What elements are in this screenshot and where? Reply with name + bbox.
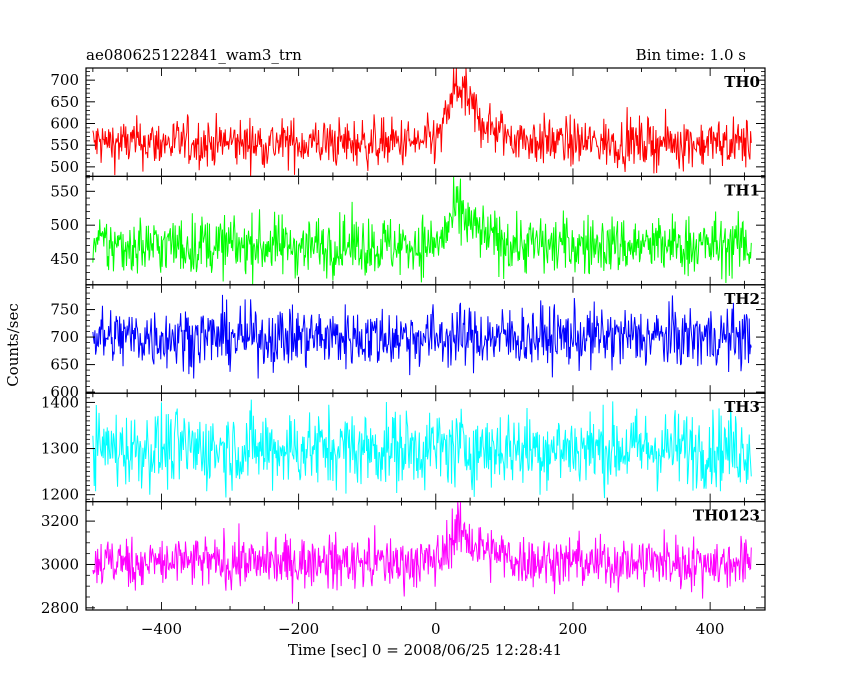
series-line-th3 <box>92 399 752 499</box>
y-tick-label: 750 <box>50 301 79 319</box>
x-tick-label: −200 <box>278 620 319 638</box>
panel-label: TH0 <box>724 73 760 91</box>
panel-frame <box>85 175 766 286</box>
y-tick-label: 700 <box>50 328 79 346</box>
panel-th2: TH2 600 650 700 750 <box>50 284 766 401</box>
x-axis-label: Time [sec] 0 = 2008/06/25 12:28:41 <box>288 641 562 659</box>
y-tick-label: 550 <box>50 182 79 200</box>
series-line-th0123 <box>92 501 752 604</box>
panel-th1: TH1 450 500 550 <box>50 175 766 286</box>
y-tick-label: 600 <box>50 115 79 133</box>
panel-th3: TH3 1200 1300 1400 <box>41 392 766 504</box>
y-tick-label: 650 <box>50 356 79 374</box>
y-tick-label: 1300 <box>41 440 79 458</box>
y-axis-label: Counts/sec <box>4 303 22 387</box>
y-tick-label: 600 <box>50 383 79 401</box>
panels-layer: TH0 500 550 600 650 700 TH1 450 500 550 TH2 600 650 7… <box>41 67 766 638</box>
y-tick-label: 500 <box>50 216 79 234</box>
series-line-th0 <box>92 67 752 177</box>
series-line-th2 <box>92 294 752 379</box>
y-tick-label: 450 <box>50 250 79 268</box>
bin-time-label: Bin time: 1.0 s <box>636 46 746 64</box>
y-tick-label: 1400 <box>41 393 79 411</box>
x-tick-label: 400 <box>696 620 725 638</box>
x-tick-label: 200 <box>559 620 588 638</box>
panel-th0123: TH0123 2800 3000 3200 <box>41 501 766 617</box>
y-tick-label: 2800 <box>41 599 79 617</box>
panel-label: TH2 <box>724 290 760 308</box>
y-tick-label: 500 <box>50 158 79 176</box>
panel-label: TH3 <box>724 398 760 416</box>
y-tick-label: 1200 <box>41 486 79 504</box>
panel-label: TH0123 <box>693 507 760 525</box>
panel-frame <box>85 501 766 611</box>
panel-th0: TH0 500 550 600 650 700 <box>50 67 766 178</box>
x-tick-label: 0 <box>431 620 441 638</box>
panel-label: TH1 <box>724 181 760 199</box>
y-tick-label: 650 <box>50 93 79 111</box>
y-tick-label: 700 <box>50 71 79 89</box>
y-tick-label: 3200 <box>41 512 79 530</box>
y-tick-label: 550 <box>50 136 79 154</box>
y-tick-label: 3000 <box>41 555 79 573</box>
series-line-th1 <box>92 176 752 285</box>
x-tick-label: −400 <box>141 620 182 638</box>
chart-title: ae080625122841_wam3_trn <box>86 46 302 64</box>
